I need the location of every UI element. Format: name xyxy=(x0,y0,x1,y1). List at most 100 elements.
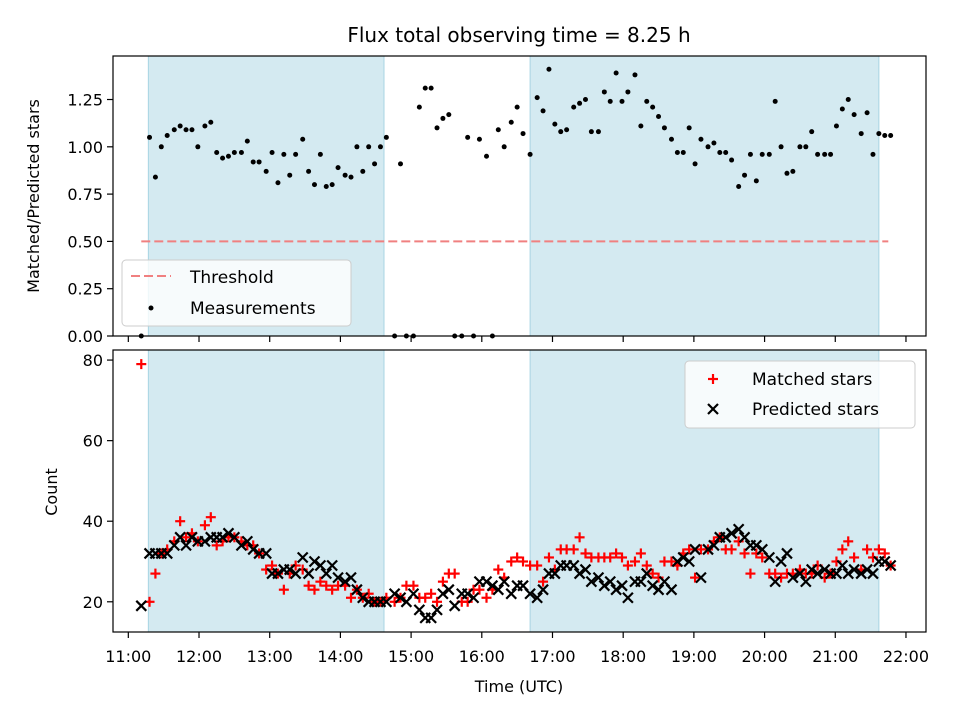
measurement-point xyxy=(372,161,378,167)
predicted-point xyxy=(431,604,443,616)
predicted-point xyxy=(537,583,549,596)
predicted-point xyxy=(738,531,751,544)
predicted-point xyxy=(486,579,499,592)
matched-point xyxy=(315,576,326,587)
measurement-point xyxy=(202,123,208,129)
measurement-point xyxy=(287,172,293,178)
predicted-point xyxy=(811,567,824,580)
top-observing-window-2 xyxy=(529,55,880,337)
predicted-point xyxy=(168,539,181,552)
top-axes-frame xyxy=(112,55,927,337)
measurement-point xyxy=(189,127,195,133)
xtick-label: 18:00 xyxy=(600,647,646,666)
matched-point xyxy=(321,580,332,591)
matched-point xyxy=(309,584,320,595)
matched-point xyxy=(690,572,701,583)
matched-point xyxy=(303,580,314,591)
measurement-point xyxy=(772,98,778,104)
predicted-point xyxy=(781,547,793,560)
predicted-point xyxy=(357,591,369,604)
measurement-point xyxy=(723,149,729,155)
predicted-point xyxy=(695,571,707,584)
measurement-point xyxy=(434,125,440,131)
predicted-point xyxy=(794,567,806,580)
top-ytick-label: 1.25 xyxy=(67,91,103,110)
matched-point xyxy=(481,592,492,603)
predicted-point xyxy=(585,575,598,588)
matched-point xyxy=(199,520,210,531)
measurement-point xyxy=(476,136,482,142)
measurement-point xyxy=(661,125,667,131)
top-ytick-label: 1.00 xyxy=(67,138,103,157)
bottom-axes-frame xyxy=(112,349,927,633)
predicted-point xyxy=(283,563,296,576)
matched-point xyxy=(420,592,431,603)
measurement-point xyxy=(540,108,546,114)
measurement-point xyxy=(397,161,403,167)
predicted-point xyxy=(725,527,738,540)
predicted-point xyxy=(524,587,536,600)
top-ytick-label: 0.75 xyxy=(67,185,103,204)
predicted-point xyxy=(646,579,659,592)
predicted-point xyxy=(425,612,437,624)
measurement-point xyxy=(214,149,220,155)
predicted-point xyxy=(855,567,867,580)
predicted-point xyxy=(769,575,781,588)
measurement-point xyxy=(698,136,704,142)
predicted-point xyxy=(345,571,357,584)
xtick-label: 16:00 xyxy=(459,647,505,666)
measurement-point xyxy=(809,129,815,135)
measurement-point xyxy=(613,70,619,76)
matched-point xyxy=(635,548,646,559)
predicted-point xyxy=(867,567,879,580)
measurement-point xyxy=(546,66,552,72)
xtick-label: 14:00 xyxy=(317,647,363,666)
matched-point xyxy=(770,568,781,579)
top-legend: Threshold Measurements xyxy=(121,259,352,327)
predicted-point xyxy=(805,563,818,576)
predicted-legend-label: Predicted stars xyxy=(752,400,879,420)
measurement-point xyxy=(674,149,680,155)
predicted-point xyxy=(787,571,799,584)
predicted-point xyxy=(842,567,855,580)
matched-point xyxy=(745,568,756,579)
measurement-point xyxy=(208,119,214,125)
measurement-point xyxy=(495,127,501,133)
matched-point xyxy=(408,580,419,591)
predicted-point xyxy=(598,579,611,592)
xtick-label: 11:00 xyxy=(105,647,151,666)
predicted-point xyxy=(461,587,474,600)
matched-point xyxy=(181,532,192,543)
matched-point xyxy=(136,359,147,370)
matched-point xyxy=(205,512,216,523)
measurement-point xyxy=(638,123,644,129)
measurement-point xyxy=(686,125,692,131)
matched-point xyxy=(622,560,633,571)
predicted-point xyxy=(332,571,344,584)
measurement-point xyxy=(864,110,870,116)
measurement-point xyxy=(851,112,857,118)
predicted-point xyxy=(592,571,605,584)
measurement-point xyxy=(177,123,183,129)
measurement-point xyxy=(250,159,256,165)
predicted-point xyxy=(351,583,363,596)
measurement-point xyxy=(527,151,533,157)
measurement-point xyxy=(269,149,275,155)
measurement-point xyxy=(552,121,558,127)
xtick-label: 22:00 xyxy=(883,647,929,666)
measurement-point xyxy=(577,100,583,106)
predicted-point xyxy=(308,555,321,568)
matched-point xyxy=(506,556,517,567)
measurement-point xyxy=(300,136,306,142)
predicted-point xyxy=(640,567,653,580)
bottom-ytick-label: 20 xyxy=(83,593,103,612)
measurement-point xyxy=(520,131,526,137)
matched-point xyxy=(175,516,186,527)
predicted-point xyxy=(818,563,831,576)
measurement-point xyxy=(717,149,723,155)
top-ytick-label: 0.00 xyxy=(67,327,103,346)
measurement-point xyxy=(582,97,588,103)
matched-legend-swatch xyxy=(708,374,718,384)
measurement-point xyxy=(354,144,360,150)
